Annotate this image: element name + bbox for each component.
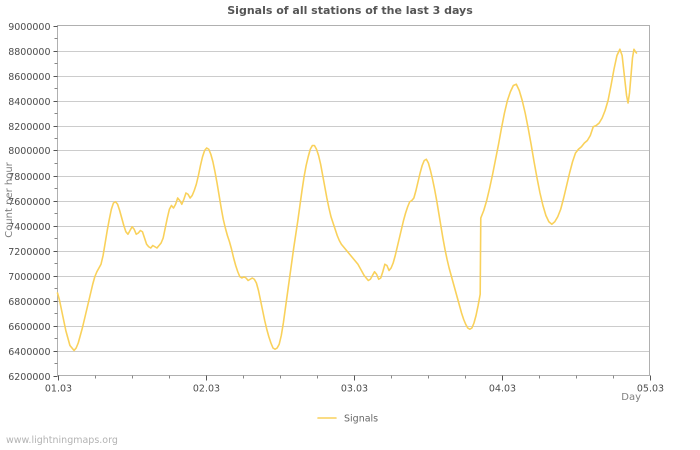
legend-group: Signals (317, 414, 378, 425)
plot-frame (57, 25, 650, 376)
y-tick-label: 7400000 (8, 222, 50, 233)
y-tick-label: 6400000 (8, 347, 50, 358)
x-tick-label: 03.03 (341, 384, 368, 395)
y-tick-label: 8600000 (8, 72, 50, 83)
y-tick-label: 7600000 (8, 197, 50, 208)
y-tick-label: 8400000 (8, 97, 50, 108)
x-tick-label: 05.03 (637, 384, 664, 395)
y-tick-label: 8800000 (8, 47, 50, 58)
y-tick-label: 6600000 (8, 322, 50, 333)
y-tick-label: 9000000 (8, 22, 50, 33)
x-axis-title: Day (621, 392, 641, 403)
y-tick-label: 6800000 (8, 297, 50, 308)
y-tick-label: 7200000 (8, 247, 50, 258)
x-tick-label: 02.03 (193, 384, 220, 395)
y-axis-ticks-group: 6200000 6400000 6600000 6800000 7000000 72000… (8, 22, 58, 383)
y-tick-label: 7800000 (8, 172, 50, 183)
chart-title: Signals of all stations of the last 3 da… (227, 4, 473, 17)
y-tick-label: 8200000 (8, 122, 50, 133)
y-tick-label: 8000000 (8, 146, 50, 157)
gridlines-group (57, 51, 650, 352)
x-tick-label: 01.03 (45, 384, 72, 395)
x-tick-label: 04.03 (489, 384, 516, 395)
y-tick-label: 6200000 (8, 372, 50, 383)
y-tick-label: 7000000 (8, 272, 50, 283)
data-series-group (56, 48, 638, 352)
y-axis-title: Count per hour (4, 161, 15, 237)
x-axis-ticks-group: 01.03 02.03 03.03 04.03 05.03 (45, 375, 664, 395)
watermark-text: www.lightningmaps.org (6, 435, 118, 446)
series-line-signals (56, 48, 638, 352)
legend-label-signals: Signals (344, 414, 378, 425)
